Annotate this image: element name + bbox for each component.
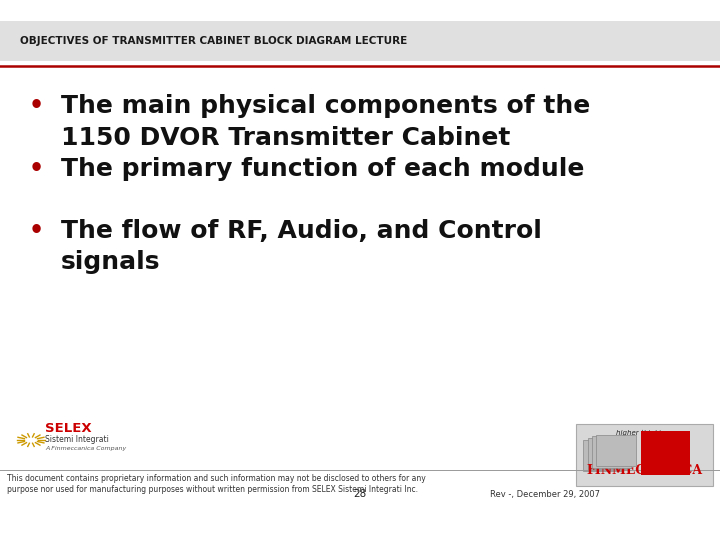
FancyBboxPatch shape [596,435,636,466]
Text: •: • [29,219,44,242]
Text: This document contains proprietary information and such information may not be d: This document contains proprietary infor… [7,474,426,494]
FancyBboxPatch shape [592,436,631,468]
FancyBboxPatch shape [583,440,623,471]
Text: Rev -, December 29, 2007: Rev -, December 29, 2007 [490,490,600,498]
Text: A Finmeccanica Company: A Finmeccanica Company [45,447,127,451]
FancyBboxPatch shape [588,438,627,469]
Text: The flow of RF, Audio, and Control: The flow of RF, Audio, and Control [61,219,542,242]
Text: higher thinking.: higher thinking. [616,430,672,436]
Text: OBJECTIVES OF TRANSMITTER CABINET BLOCK DIAGRAM LECTURE: OBJECTIVES OF TRANSMITTER CABINET BLOCK … [20,36,408,46]
FancyBboxPatch shape [641,431,690,475]
Text: Sistemi Integrati: Sistemi Integrati [45,435,109,444]
FancyBboxPatch shape [0,21,720,61]
Text: 7: 7 [654,437,676,467]
Text: 1150 DVOR Transmitter Cabinet: 1150 DVOR Transmitter Cabinet [61,126,510,150]
Text: •: • [29,157,44,180]
Text: FINMECCANICA: FINMECCANICA [586,464,703,477]
FancyBboxPatch shape [576,424,713,486]
Text: 28: 28 [354,489,366,499]
Text: The primary function of each module: The primary function of each module [61,157,585,180]
Text: signals: signals [61,250,161,274]
Text: The main physical components of the: The main physical components of the [61,94,590,118]
Text: •: • [29,94,44,118]
Text: SELEX: SELEX [45,422,92,435]
